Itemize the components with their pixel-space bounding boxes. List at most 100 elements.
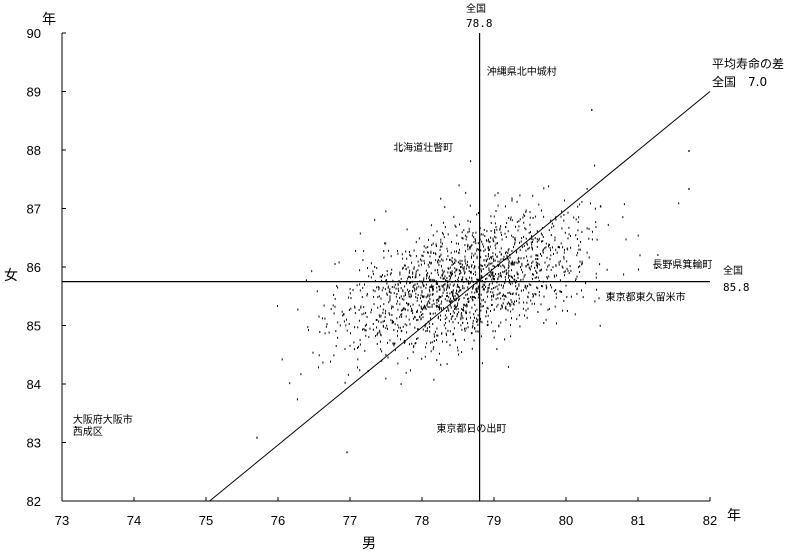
data-point [344, 348, 346, 351]
data-point [581, 260, 583, 263]
data-point [485, 255, 487, 257]
data-point [461, 259, 463, 262]
data-point [527, 248, 529, 251]
data-point [559, 279, 561, 282]
data-point [413, 345, 415, 347]
data-point [437, 334, 439, 337]
data-point [516, 200, 518, 203]
data-point [522, 216, 524, 219]
data-point [497, 303, 499, 306]
data-point [325, 325, 327, 328]
data-point [505, 295, 507, 298]
data-point [473, 254, 475, 257]
data-point [354, 305, 356, 308]
data-point [501, 238, 503, 241]
data-point [401, 313, 403, 316]
y-tick-label: 84 [27, 377, 41, 392]
data-point [567, 248, 569, 251]
data-point [565, 284, 567, 287]
data-point [359, 343, 361, 346]
data-point [428, 238, 429, 241]
data-point [590, 202, 591, 205]
data-point [448, 267, 450, 270]
data-point [529, 268, 531, 271]
data-point [498, 292, 500, 295]
data-point [457, 283, 458, 286]
data-point [281, 358, 283, 361]
data-point [469, 311, 471, 314]
data-point [336, 285, 338, 287]
data-point [397, 308, 399, 311]
data-point [364, 283, 365, 286]
data-point [435, 282, 437, 285]
data-point [436, 334, 438, 337]
data-point [458, 290, 460, 293]
data-point [490, 236, 492, 239]
data-point [581, 289, 582, 292]
data-point [429, 330, 431, 333]
data-point [454, 271, 456, 274]
data-point [504, 294, 506, 297]
data-point [456, 250, 457, 253]
data-point [540, 252, 541, 255]
data-point [563, 213, 565, 216]
data-point [541, 285, 543, 288]
data-point [528, 246, 530, 249]
data-point [414, 289, 416, 292]
data-point [536, 266, 538, 269]
data-point [443, 277, 445, 280]
data-point [414, 316, 416, 319]
data-point [468, 282, 470, 285]
data-point [481, 305, 483, 308]
data-point [389, 297, 391, 300]
data-point [416, 282, 418, 285]
data-point [451, 240, 453, 243]
data-point [356, 284, 358, 287]
data-point [577, 229, 579, 232]
data-point [465, 191, 467, 194]
data-point [366, 323, 367, 326]
data-point [457, 349, 459, 352]
data-point [405, 267, 407, 270]
data-point [625, 238, 627, 241]
data-point [491, 274, 493, 276]
data-point [562, 309, 564, 312]
data-point [488, 238, 489, 241]
data-point [483, 259, 485, 262]
data-point [525, 249, 527, 252]
data-point [491, 304, 492, 306]
data-point [406, 282, 408, 285]
data-point [467, 248, 469, 251]
data-point [528, 231, 530, 234]
data-point [357, 345, 359, 348]
data-point [384, 242, 386, 245]
data-point [489, 241, 491, 244]
data-point [482, 233, 484, 236]
data-point [335, 330, 337, 333]
data-point [374, 290, 376, 293]
data-point [514, 281, 516, 284]
data-point [378, 320, 380, 323]
data-point [469, 220, 471, 223]
data-point [446, 295, 447, 298]
data-point [427, 306, 429, 308]
data-point [413, 287, 415, 290]
data-point [426, 342, 428, 345]
data-point [480, 233, 482, 236]
data-point [503, 255, 505, 258]
data-point [494, 259, 496, 262]
data-point [362, 328, 363, 331]
data-point [442, 259, 444, 262]
data-point [437, 260, 438, 263]
data-point [457, 304, 458, 307]
data-point [363, 328, 365, 330]
data-point [388, 312, 390, 315]
data-point [429, 302, 431, 305]
data-point [478, 212, 479, 214]
data-point [480, 293, 482, 296]
data-point [427, 251, 429, 254]
data-point [433, 333, 435, 336]
data-point [425, 283, 427, 286]
data-point [496, 348, 498, 351]
data-point [532, 241, 533, 243]
